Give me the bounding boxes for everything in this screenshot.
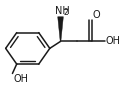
Text: OH: OH bbox=[13, 74, 28, 84]
Text: 2: 2 bbox=[63, 8, 68, 17]
Text: O: O bbox=[92, 10, 100, 20]
Text: OH: OH bbox=[106, 36, 121, 46]
Text: NH: NH bbox=[55, 6, 70, 16]
Polygon shape bbox=[58, 17, 63, 41]
